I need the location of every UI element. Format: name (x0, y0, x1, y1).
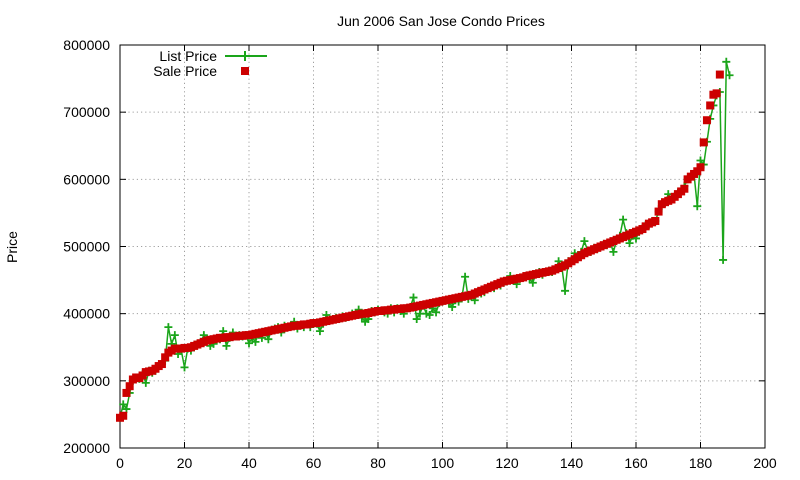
x-tick-label: 40 (241, 455, 257, 471)
x-tick-label: 120 (495, 455, 519, 471)
x-tick-label: 0 (116, 455, 124, 471)
list-price-point (448, 302, 457, 311)
list-price-point (696, 156, 705, 165)
legend-marker-sale-price (241, 67, 249, 75)
list-price-point (609, 247, 618, 256)
list-price-point (580, 237, 589, 246)
sale-price-point (654, 207, 663, 216)
list-price-point (122, 405, 131, 414)
sale-price-point (119, 411, 128, 420)
x-tick-label: 20 (177, 455, 193, 471)
list-price-point (725, 71, 734, 80)
sale-price-point (680, 184, 689, 193)
axis-ticks: 0 20 40 60 80 100 120 140 160 180 200 200000 300000 4… (63, 37, 777, 471)
y-tick-label: 600000 (63, 171, 110, 187)
y-axis-label: Price (4, 231, 20, 263)
y-tick-label: 400000 (63, 306, 110, 322)
sale-price-point (157, 360, 166, 369)
list-price-point (619, 215, 628, 224)
sale-price-point (125, 382, 134, 391)
list-price-point (412, 315, 421, 324)
x-tick-label: 60 (306, 455, 322, 471)
sale-price-point (696, 163, 705, 172)
legend-marker-list-price (240, 51, 250, 61)
x-tick-label: 200 (753, 455, 777, 471)
list-price-point (251, 337, 260, 346)
series-sale-price (116, 70, 724, 422)
list-price-point (432, 308, 441, 317)
sale-price-point (712, 89, 721, 98)
sale-price-point (693, 167, 702, 176)
x-tick-label: 80 (370, 455, 386, 471)
list-price-point (164, 323, 173, 332)
y-tick-label: 200000 (63, 440, 110, 456)
y-tick-label: 300000 (63, 373, 110, 389)
sale-price-point (161, 353, 170, 362)
x-tick-label: 140 (560, 455, 584, 471)
sale-price-point (699, 138, 708, 147)
legend: List Price Sale Price (153, 48, 267, 79)
sale-price-point (651, 216, 660, 225)
list-price-point (264, 335, 273, 344)
y-tick-label: 500000 (63, 239, 110, 255)
sale-price-point (706, 101, 715, 110)
list-price-point (315, 327, 324, 336)
list-price-point (170, 331, 179, 340)
sale-price-point (122, 388, 131, 397)
x-tick-label: 160 (624, 455, 648, 471)
sale-price-point (715, 70, 724, 79)
list-price-point (180, 363, 189, 372)
sale-price-point (702, 116, 711, 125)
list-price-point (461, 272, 470, 281)
y-tick-label: 700000 (63, 104, 110, 120)
list-price-point (409, 293, 418, 302)
list-price-point (561, 286, 570, 295)
grid-lines (120, 45, 765, 448)
list-price-point (119, 400, 128, 409)
list-price-point (141, 378, 150, 387)
list-price-point (245, 339, 253, 348)
y-tick-label: 800000 (63, 37, 110, 53)
list-price-point (625, 239, 634, 248)
list-price-point (719, 255, 728, 264)
list-price-line (119, 61, 731, 418)
list-price-point (222, 341, 231, 350)
legend-label-sale-price: Sale Price (153, 63, 217, 79)
series-layer (116, 57, 734, 422)
list-price-point (722, 57, 731, 66)
x-tick-label: 180 (689, 455, 713, 471)
chart-title: Jun 2006 San Jose Condo Prices (337, 13, 545, 29)
legend-label-list-price: List Price (159, 48, 217, 64)
x-tick-label: 100 (431, 455, 455, 471)
list-price-point (425, 311, 434, 320)
list-price-point (528, 278, 537, 287)
list-price-point (693, 202, 702, 211)
